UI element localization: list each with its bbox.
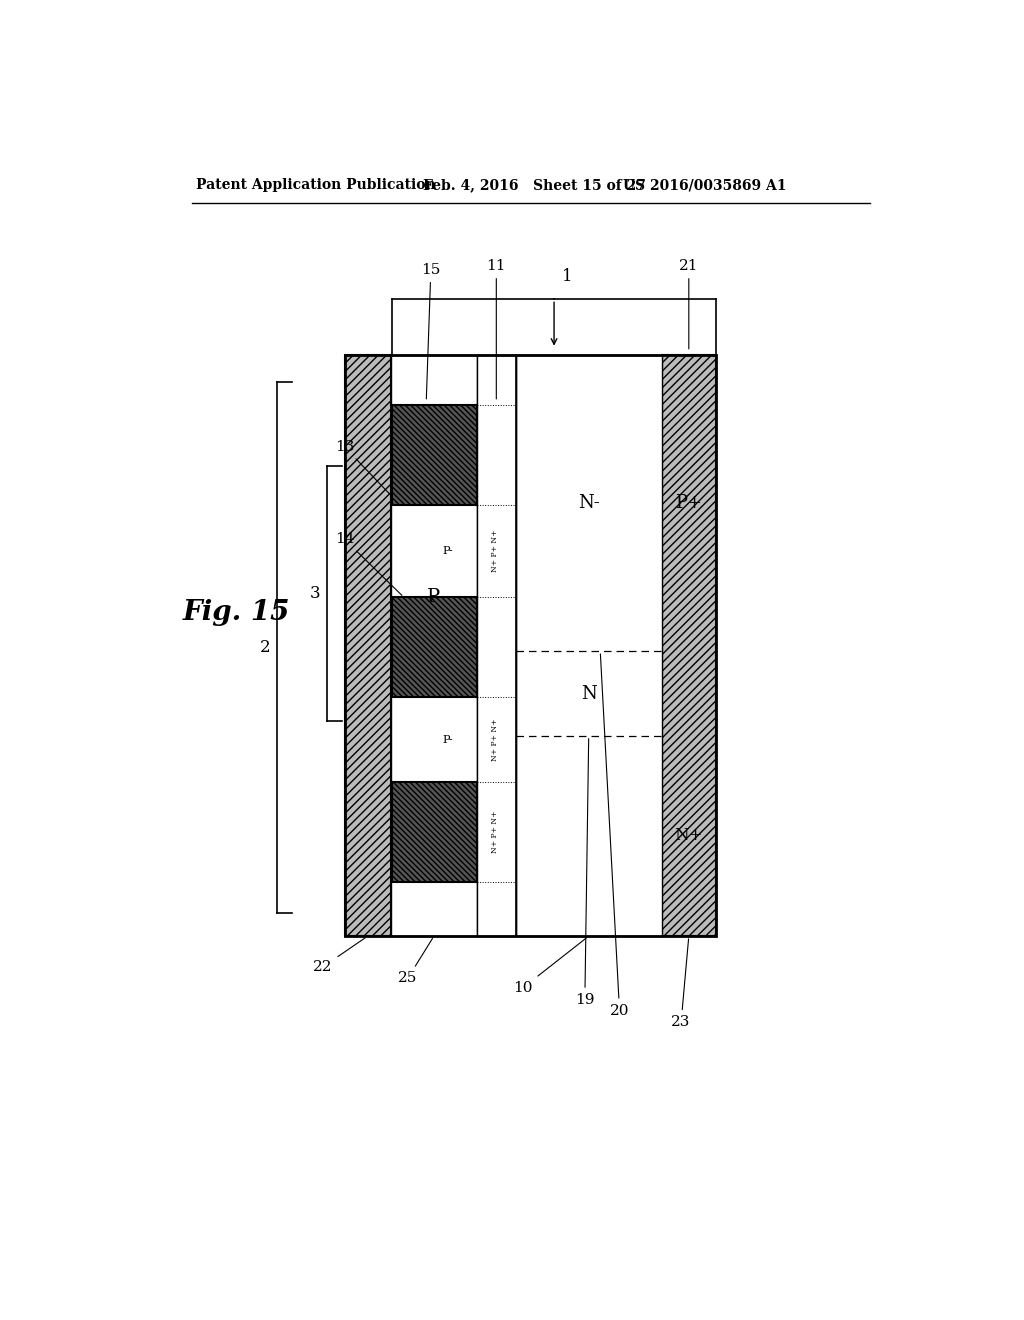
Text: Patent Application Publication: Patent Application Publication — [196, 178, 435, 193]
Bar — [345, 355, 391, 936]
Text: P+: P+ — [675, 494, 702, 512]
Text: N+ P+ N+: N+ P+ N+ — [490, 810, 499, 854]
Text: 19: 19 — [575, 739, 595, 1007]
Text: 15: 15 — [421, 263, 440, 399]
Text: P-: P- — [442, 546, 453, 556]
Text: 10: 10 — [513, 937, 587, 994]
Text: 2: 2 — [260, 639, 270, 656]
Text: 23: 23 — [672, 939, 691, 1030]
Text: N+: N+ — [675, 828, 703, 845]
Text: 11: 11 — [486, 259, 506, 399]
Text: Fig. 15: Fig. 15 — [183, 599, 290, 626]
Bar — [392, 597, 477, 697]
Text: US 2016/0035869 A1: US 2016/0035869 A1 — [624, 178, 786, 193]
Text: 3: 3 — [310, 585, 321, 602]
Bar — [662, 355, 716, 936]
Text: Feb. 4, 2016   Sheet 15 of 27: Feb. 4, 2016 Sheet 15 of 27 — [423, 178, 646, 193]
Text: N+ P+ N+: N+ P+ N+ — [490, 529, 499, 573]
Text: 25: 25 — [398, 939, 432, 985]
Bar — [392, 781, 477, 882]
Text: 14: 14 — [335, 532, 402, 595]
Text: 20: 20 — [600, 653, 630, 1018]
Bar — [515, 355, 662, 936]
Text: N+ P+ N+: N+ P+ N+ — [490, 718, 499, 762]
Text: P-: P- — [442, 735, 453, 744]
Text: 21: 21 — [679, 259, 698, 348]
Bar — [477, 355, 515, 936]
Text: P: P — [427, 589, 440, 606]
Text: 13: 13 — [335, 440, 398, 503]
Text: 1: 1 — [562, 268, 572, 285]
Text: 22: 22 — [313, 937, 366, 974]
Bar — [392, 405, 477, 506]
Text: N: N — [581, 685, 597, 702]
Bar — [391, 355, 477, 936]
Bar — [345, 355, 716, 936]
Text: N-: N- — [578, 494, 600, 512]
